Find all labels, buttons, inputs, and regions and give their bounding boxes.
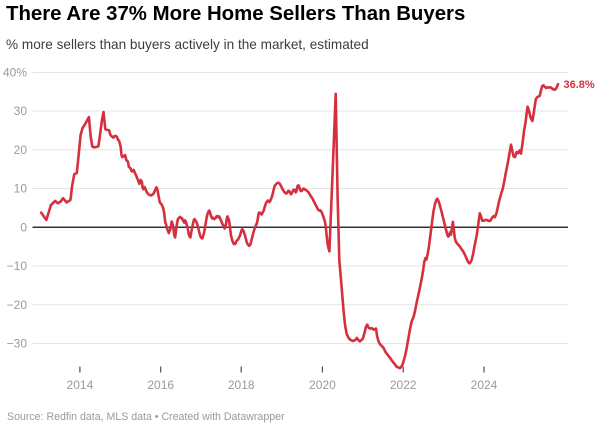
svg-text:10: 10 bbox=[14, 182, 28, 196]
svg-text:40%: 40% bbox=[3, 66, 27, 80]
svg-text:2018: 2018 bbox=[228, 378, 255, 392]
svg-text:0: 0 bbox=[20, 220, 27, 234]
svg-text:2024: 2024 bbox=[471, 378, 498, 392]
svg-text:−30: −30 bbox=[7, 337, 28, 351]
svg-text:20: 20 bbox=[14, 143, 28, 157]
svg-text:36.8%: 36.8% bbox=[564, 79, 595, 91]
svg-text:2014: 2014 bbox=[67, 378, 94, 392]
svg-text:2020: 2020 bbox=[309, 378, 336, 392]
svg-text:2016: 2016 bbox=[147, 378, 174, 392]
svg-text:−10: −10 bbox=[7, 259, 28, 273]
svg-text:30: 30 bbox=[14, 104, 28, 118]
svg-text:2022: 2022 bbox=[390, 378, 417, 392]
svg-text:−20: −20 bbox=[7, 298, 28, 312]
